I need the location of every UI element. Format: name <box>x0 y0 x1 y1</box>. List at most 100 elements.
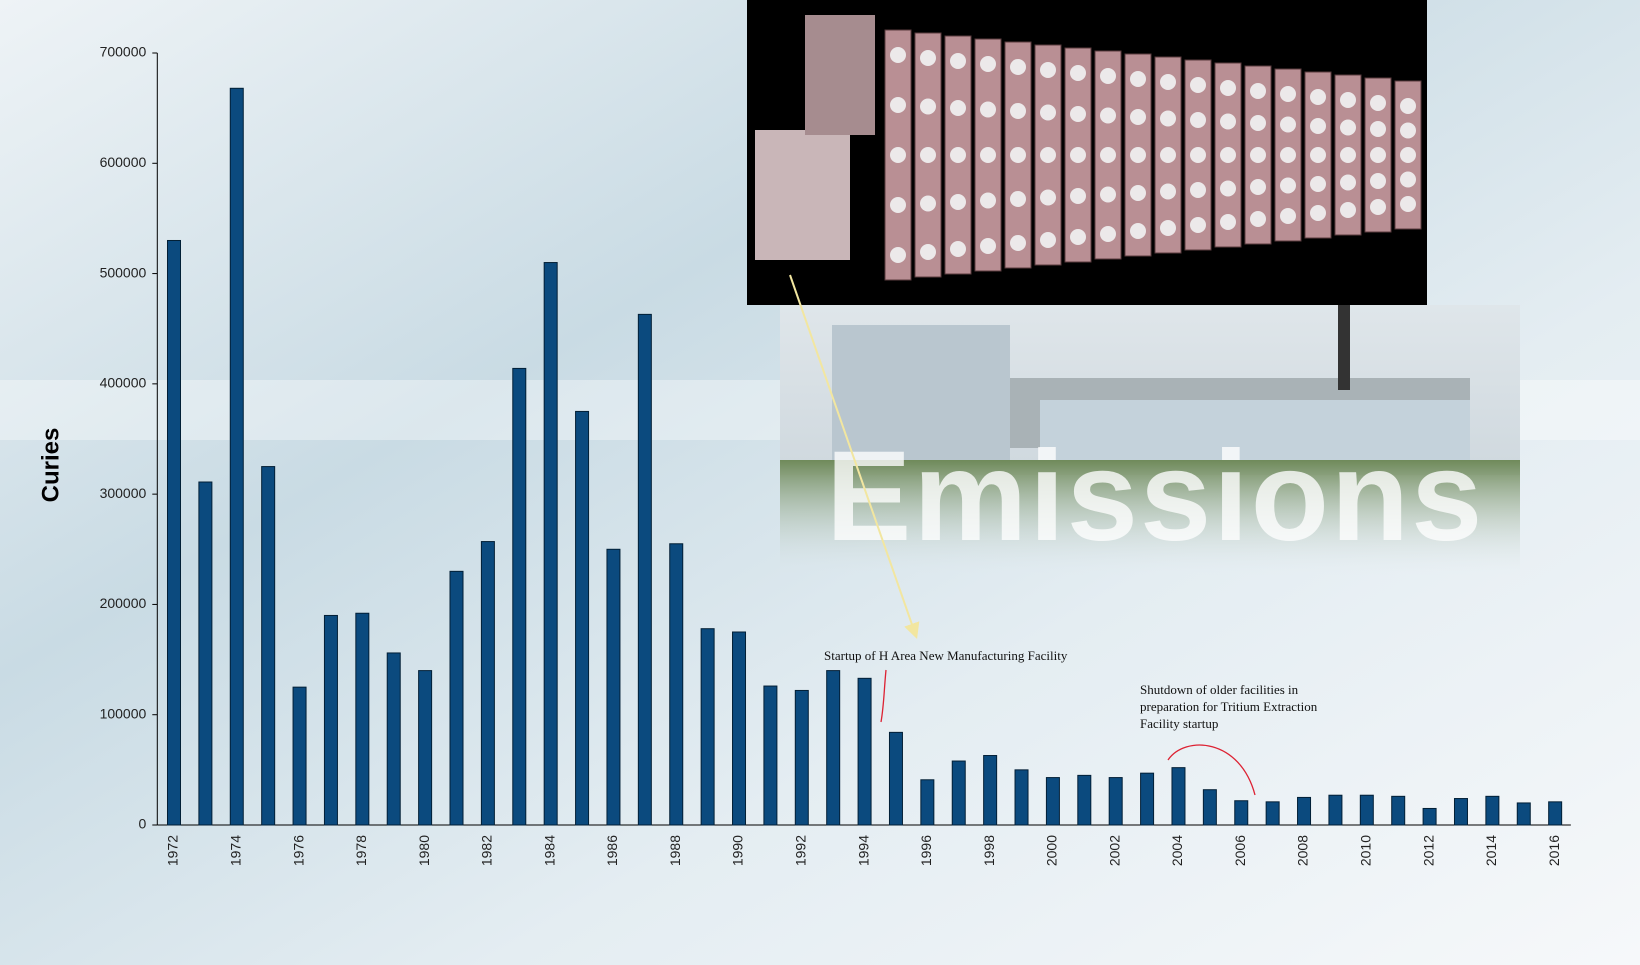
rack-port <box>1010 103 1026 119</box>
facility-photo <box>780 305 1520 575</box>
rack-port <box>980 56 996 72</box>
bar <box>418 670 433 826</box>
rack-port <box>1010 235 1026 251</box>
bar <box>888 731 903 826</box>
rack-port <box>980 238 996 254</box>
rack-panel <box>805 15 875 135</box>
rack-port <box>1250 115 1266 131</box>
x-tick-label: 2008 <box>1295 835 1311 866</box>
arrow <box>789 274 920 640</box>
annotation: Shutdown of older facilities in preparat… <box>1140 682 1318 731</box>
bar <box>857 677 872 826</box>
rack-port <box>1340 119 1356 136</box>
rack-port <box>1400 171 1416 188</box>
bar <box>512 367 527 826</box>
bar <box>1234 800 1249 826</box>
x-tick-label: 1974 <box>227 835 243 866</box>
rack-port <box>1100 107 1116 124</box>
y-tick-label: 400000 <box>100 375 147 391</box>
x-tick-label: 2016 <box>1546 835 1562 866</box>
rack-port <box>1190 182 1206 198</box>
watermark: Emissions <box>826 425 1484 568</box>
rack-port <box>920 195 936 212</box>
x-tick-label: 1998 <box>981 835 997 866</box>
bar <box>1140 772 1155 826</box>
rack-port <box>1370 121 1386 137</box>
rack-port <box>890 147 906 163</box>
rack-panel <box>755 130 850 260</box>
y-axis-label: Curies <box>37 428 64 503</box>
bar <box>1422 807 1437 826</box>
bar <box>1171 767 1186 826</box>
bar <box>323 614 338 826</box>
bar <box>229 87 244 826</box>
rack-port <box>1250 147 1266 163</box>
bar <box>292 686 307 826</box>
rack-port <box>920 50 936 66</box>
rack-port <box>1190 147 1206 163</box>
rack-port <box>1010 191 1026 207</box>
bar <box>1045 777 1060 826</box>
rack-port <box>1010 147 1026 163</box>
rack-port <box>1040 62 1056 78</box>
x-tick-label: 2010 <box>1358 835 1374 866</box>
bar <box>1297 796 1312 826</box>
rack-port <box>1190 77 1206 93</box>
bar <box>732 631 747 826</box>
rack-port <box>1220 113 1236 130</box>
rack-port <box>1160 183 1176 200</box>
rack-port <box>1070 188 1086 204</box>
y-tick-label: 700000 <box>100 44 147 60</box>
x-tick-label: 2004 <box>1169 835 1185 866</box>
y-tick-label: 100000 <box>100 705 147 721</box>
x-tick-label: 1976 <box>290 835 306 866</box>
rack-port <box>950 100 966 116</box>
rack-port <box>890 247 906 263</box>
rack-port <box>1310 205 1326 221</box>
rack-port <box>1160 110 1176 127</box>
rack-port <box>1130 223 1146 239</box>
rack-port <box>1130 109 1146 125</box>
bar <box>1516 802 1531 826</box>
bar <box>669 543 684 826</box>
rack-port <box>1220 147 1236 163</box>
bar <box>198 481 213 826</box>
rack-panel <box>1034 44 1062 266</box>
annotation: Startup of H Area New Manufacturing Faci… <box>824 648 1068 663</box>
rack-port <box>1070 65 1086 81</box>
bar <box>1453 798 1468 826</box>
rack-port <box>920 147 936 163</box>
rack-port <box>980 147 996 163</box>
rack-port <box>1040 189 1056 206</box>
rack-port <box>1220 214 1236 230</box>
bar <box>166 239 181 826</box>
rack-port <box>1160 147 1176 163</box>
rack-port <box>980 101 996 118</box>
rack-port <box>1250 179 1266 195</box>
x-tick-label: 2006 <box>1232 835 1248 866</box>
rack-port <box>1340 174 1356 191</box>
rack-port <box>950 241 966 257</box>
callout-line <box>1167 744 1256 796</box>
rack-port <box>1280 177 1296 194</box>
bar <box>763 685 778 826</box>
bar <box>637 313 652 826</box>
x-tick-label: 1980 <box>416 835 432 866</box>
rack-port <box>1130 71 1146 87</box>
bar <box>920 779 935 826</box>
rack-port <box>1280 116 1296 133</box>
rack-port <box>1100 147 1116 163</box>
bar <box>1077 774 1092 826</box>
x-tick-label: 1978 <box>353 835 369 866</box>
y-tick-label: 600000 <box>100 154 147 170</box>
x-tick-label: 1986 <box>604 835 620 866</box>
rack-port <box>1370 173 1386 189</box>
rack-port <box>1100 226 1116 242</box>
bar <box>1265 801 1280 826</box>
equipment-photo <box>747 0 1427 305</box>
bar <box>700 628 715 826</box>
rack-port <box>1250 83 1266 99</box>
bar <box>1359 794 1374 826</box>
